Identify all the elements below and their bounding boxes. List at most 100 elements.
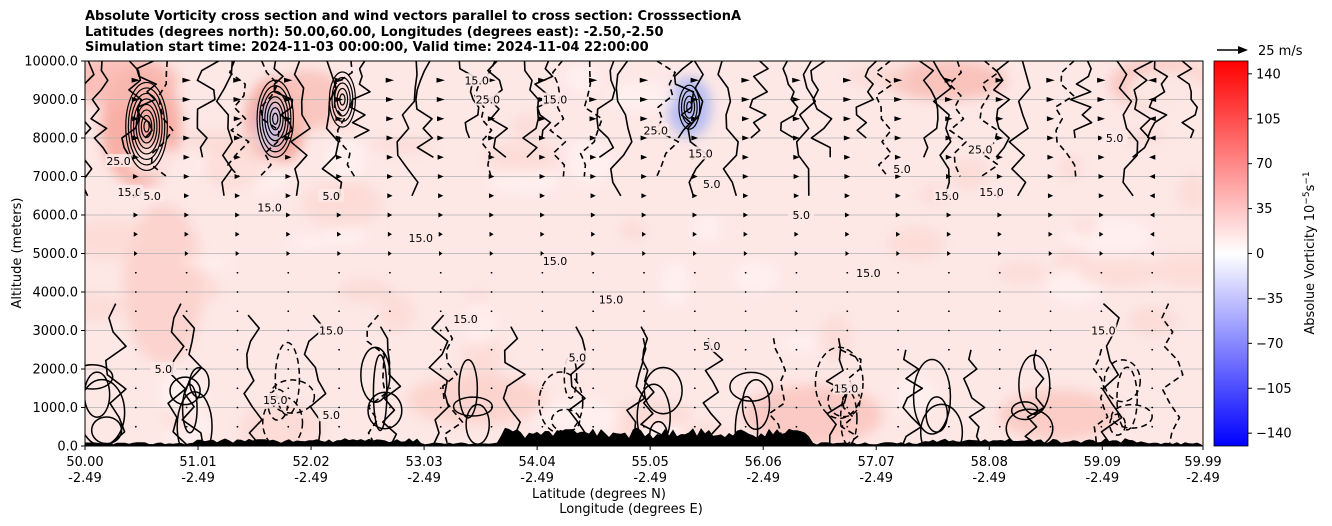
wind-vector-dot bbox=[236, 348, 239, 351]
contour-line bbox=[442, 326, 464, 446]
contour-line bbox=[717, 61, 739, 197]
contour-loop bbox=[729, 371, 774, 402]
contour-line bbox=[1132, 61, 1154, 158]
vorticity-patch bbox=[324, 138, 366, 184]
wind-vector-dot bbox=[897, 387, 899, 390]
contour-line bbox=[105, 303, 127, 446]
title-line-1: Absolute Vorticity cross section and win… bbox=[85, 9, 742, 24]
contour-label: 15.0 bbox=[979, 186, 1004, 199]
wind-vector-arrow bbox=[285, 154, 292, 160]
wind-vector-dot bbox=[744, 406, 747, 409]
contour-loop bbox=[919, 403, 964, 446]
wind-vector-arrow bbox=[387, 174, 393, 179]
colorbar-tick-label: −70 bbox=[1256, 337, 1283, 352]
wind-vector-dot bbox=[185, 271, 188, 274]
wind-vector-arrow bbox=[183, 174, 190, 179]
wind-vector-arrow bbox=[284, 97, 293, 102]
wind-vector-arrow bbox=[894, 97, 903, 102]
vorticity-patch bbox=[323, 226, 367, 245]
contour-line bbox=[243, 314, 263, 446]
wind-vector-dot bbox=[490, 271, 493, 274]
contour-line bbox=[810, 61, 833, 158]
x-tick-label-latitude: 55.05 bbox=[632, 455, 669, 470]
wind-vector-dot bbox=[897, 425, 899, 428]
wind-vector-arrow bbox=[640, 97, 648, 102]
wind-vector-dot bbox=[643, 291, 645, 293]
wind-vector-arrow bbox=[843, 116, 851, 122]
wind-vector-dot bbox=[439, 406, 442, 409]
wind-vector-arrow bbox=[387, 212, 393, 218]
wind-vector-arrow bbox=[540, 251, 545, 256]
contour-ring bbox=[678, 84, 701, 130]
vorticity-patch bbox=[204, 143, 266, 191]
contour-loop bbox=[550, 408, 581, 433]
wind-vector-dot bbox=[439, 368, 442, 370]
wind-vector-arrow bbox=[386, 154, 394, 160]
colorbar-label-exp: −5 bbox=[1302, 191, 1312, 204]
contour-label: 5.0 bbox=[322, 190, 340, 203]
wind-vector-dot bbox=[1151, 425, 1154, 428]
contour-ring bbox=[272, 112, 279, 125]
contour-line bbox=[932, 61, 952, 197]
contour-line bbox=[415, 61, 434, 158]
vorticity-patch bbox=[896, 375, 936, 416]
contour-line bbox=[85, 61, 95, 197]
wind-vector-dot bbox=[592, 368, 595, 370]
contour-label-background bbox=[318, 408, 345, 422]
vorticity-patch bbox=[485, 141, 560, 173]
wind-vector-dot bbox=[1049, 310, 1052, 313]
wind-vector-arrow bbox=[996, 154, 1003, 160]
wind-vector-dot bbox=[185, 368, 188, 370]
wind-vector-dot bbox=[795, 291, 798, 293]
contour-label: 5.0 bbox=[703, 340, 721, 353]
colorbar-tick-label: −35 bbox=[1256, 292, 1283, 307]
wind-vector-arrow bbox=[438, 212, 444, 218]
wind-vector-dot bbox=[287, 387, 290, 390]
contour-ring bbox=[333, 82, 351, 117]
contour-ring bbox=[680, 90, 698, 125]
wind-vector-arrow bbox=[692, 193, 698, 199]
contour-label: 15.0 bbox=[543, 94, 568, 107]
wind-vector-dot bbox=[1151, 387, 1154, 390]
vorticity-patch bbox=[378, 293, 416, 333]
wind-vector-dot bbox=[948, 387, 950, 390]
wind-vector-arrow bbox=[1047, 193, 1054, 199]
contour-line bbox=[919, 61, 939, 158]
vorticity-patch bbox=[182, 255, 232, 269]
contour-label: 15.0 bbox=[453, 313, 478, 326]
vorticity-patch bbox=[462, 337, 503, 378]
wind-vector-dot bbox=[998, 425, 1001, 428]
contour-loop bbox=[636, 383, 671, 446]
wind-vector-arrow bbox=[944, 77, 954, 83]
colorbar-label-unit-exp: −1 bbox=[1302, 171, 1312, 184]
contour-ring bbox=[127, 87, 166, 166]
wind-vector-arrow bbox=[488, 174, 495, 179]
wind-vector-dot bbox=[389, 271, 391, 274]
contour-line bbox=[428, 314, 450, 446]
wind-vector-arrow bbox=[234, 154, 241, 160]
wind-vector-dot bbox=[1049, 329, 1052, 332]
wind-vector-arrow bbox=[438, 231, 443, 237]
wind-vector-arrow bbox=[741, 116, 750, 122]
wind-vector-arrow bbox=[1099, 212, 1104, 218]
wind-vector-arrow bbox=[184, 231, 189, 237]
wind-vector-arrow bbox=[285, 174, 292, 179]
contour-loop bbox=[1103, 359, 1141, 403]
wind-vector-arrow bbox=[590, 193, 596, 199]
wind-vector-dot bbox=[541, 329, 544, 332]
x-tick-label-latitude: 51.01 bbox=[179, 455, 216, 470]
wind-vector-dot bbox=[490, 348, 493, 351]
wind-vector-dot bbox=[846, 310, 849, 313]
x-tick-label-latitude: 59.09 bbox=[1084, 455, 1121, 470]
wind-vector-arrow bbox=[1047, 174, 1054, 179]
contour-label: 5.0 bbox=[569, 351, 587, 364]
contour-label-background bbox=[687, 146, 714, 160]
contour-loop bbox=[85, 371, 111, 418]
wind-vector-arrow bbox=[132, 116, 140, 122]
wind-vector-dot bbox=[1100, 310, 1103, 313]
wind-vector-arrow bbox=[590, 174, 597, 179]
contour-label-background bbox=[698, 338, 725, 352]
wind-vector-dot bbox=[693, 271, 696, 274]
wind-vector-dot bbox=[338, 368, 340, 370]
wind-vector-dot bbox=[948, 310, 950, 313]
